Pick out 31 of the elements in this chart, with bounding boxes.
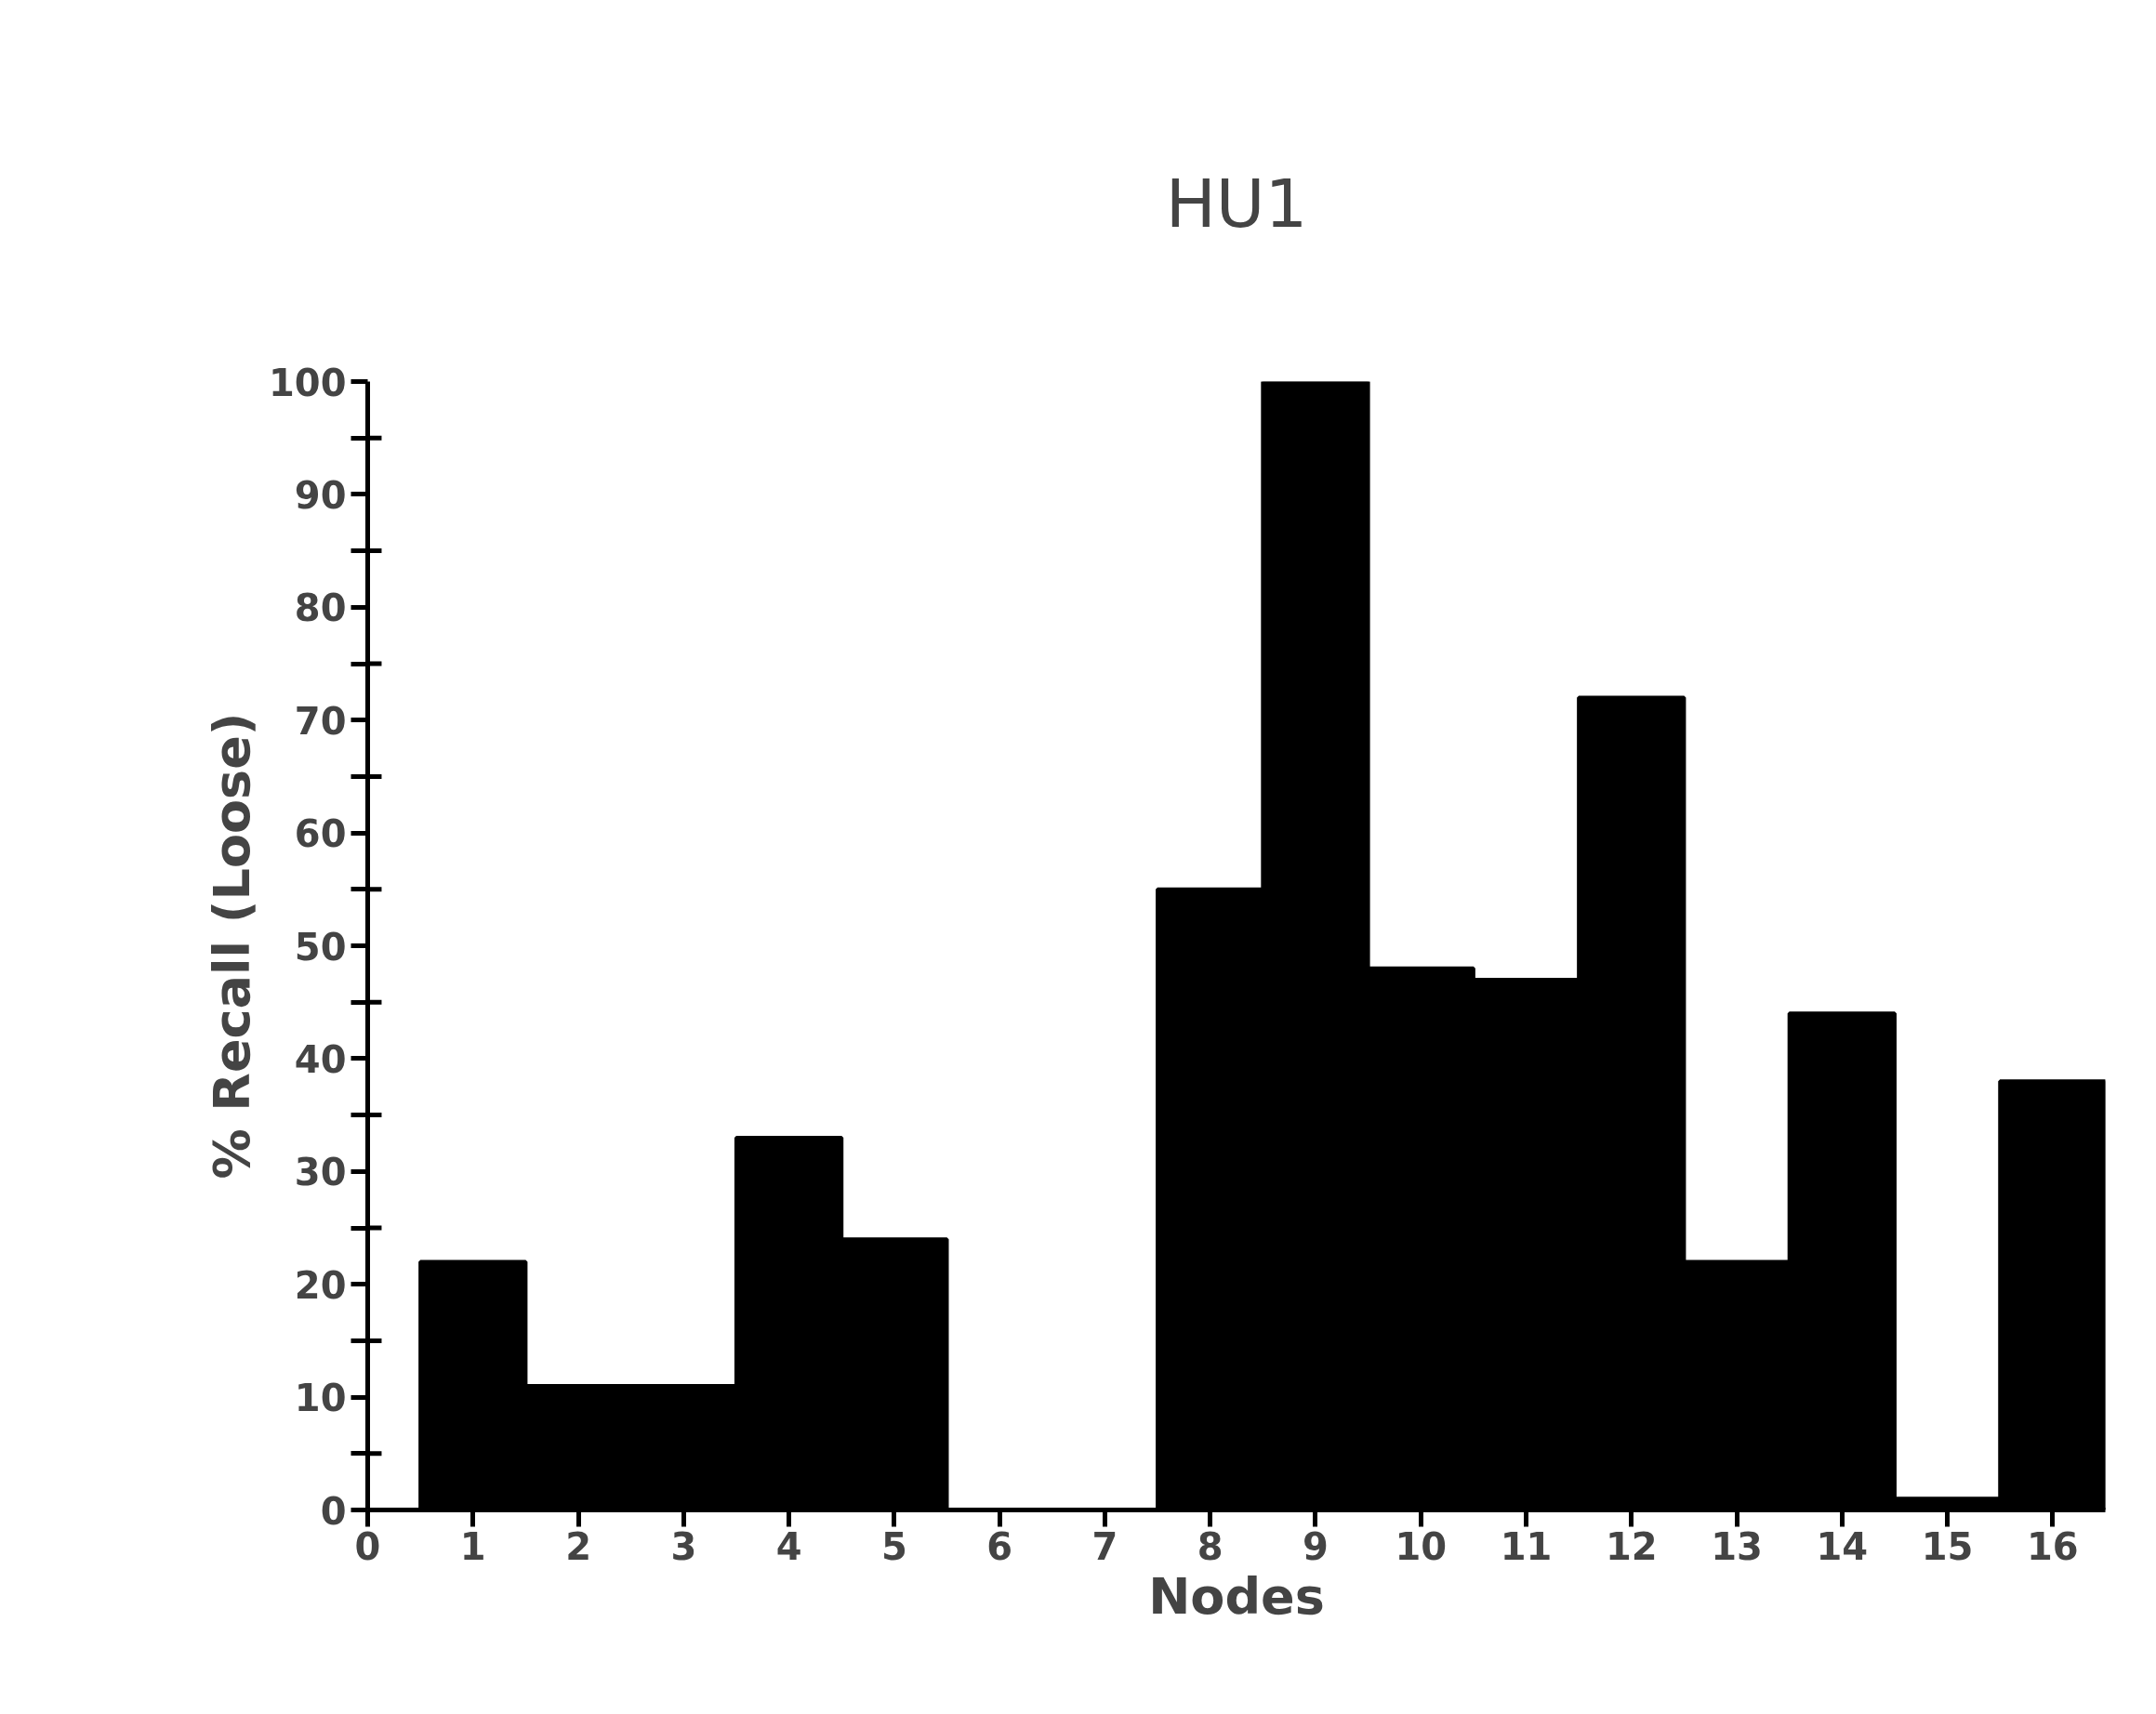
x-axis-title: Nodes [1148,1566,1325,1626]
y-tick-label: 90 [294,473,347,517]
x-tick-label: 14 [1816,1524,1869,1568]
y-tick-label: 50 [294,925,347,969]
x-tick-label: 9 [1303,1524,1329,1568]
x-tick-label: 5 [880,1524,907,1568]
y-axis-title: % Recall (Loose) [203,712,261,1180]
y-tick-label: 0 [320,1489,347,1533]
x-tick-label: 12 [1605,1524,1658,1568]
x-tick-label: 0 [354,1524,381,1568]
x-tick-label: 4 [775,1524,802,1568]
x-tick-label: 15 [1921,1524,1974,1568]
y-tick-label: 100 [269,361,347,404]
x-tick-label: 13 [1711,1524,1763,1568]
x-tick-label: 8 [1197,1524,1223,1568]
x-tick-label: 7 [1091,1524,1118,1568]
x-tick-label: 16 [2027,1524,2079,1568]
y-tick-label: 20 [294,1263,347,1307]
y-tick-label: 40 [294,1037,347,1081]
y-tick-label: 10 [294,1377,347,1420]
x-tick-label: 2 [565,1524,591,1568]
x-tick-label: 11 [1500,1524,1553,1568]
y-tick-label: 70 [294,699,347,743]
x-tick-label: 3 [670,1524,697,1568]
x-tick-label: 6 [986,1524,1013,1568]
y-tick-label: 30 [294,1151,347,1194]
x-tick-label: 1 [459,1524,486,1568]
chart-title: HU1 [1165,164,1308,243]
x-tick-label: 10 [1395,1524,1448,1568]
y-tick-label: 60 [294,812,347,856]
y-tick-label: 80 [294,587,347,630]
